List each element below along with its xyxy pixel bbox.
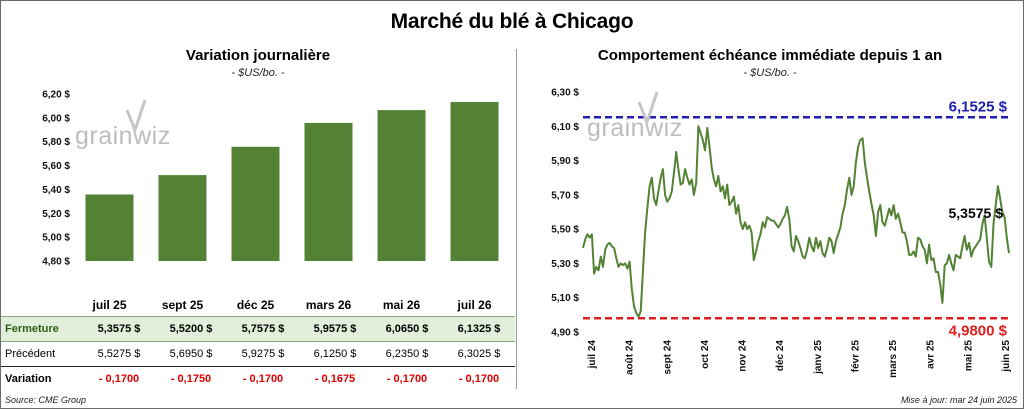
table-row-label: Variation [5, 373, 52, 385]
line-chart: 4,90 $ 5,10 $ 5,30 $ 5,50 $ 5,70 $ 5,90 $ 6,10… [551, 88, 1012, 378]
table-row: Précédent 5,5275 $5,6950 $5,9275 $6,1250 … [1, 341, 515, 367]
page-title: Marché du blé à Chicago [390, 10, 634, 33]
line-y-tick-label: 5,70 $ [551, 190, 579, 201]
bar-category-label: juil 26 [456, 298, 491, 312]
price-line [582, 125, 1010, 318]
table-cell: 6,1250 $ [299, 341, 371, 367]
price-table: Fermeture 5,3575 $5,5200 $5,7575 $5,9575 … [1, 316, 515, 391]
bar-category-label: juil 25 [91, 298, 126, 312]
table-cell: - 0,1700 [386, 373, 428, 385]
line-y-tick-label: 6,10 $ [551, 122, 579, 133]
table-cell: - 0,1700 [242, 373, 284, 385]
bar-chart-title: Variation journalière [185, 47, 331, 64]
line-y-tick-label: 5,30 $ [551, 259, 579, 270]
bar-chart: 4,80 $ 5,00 $ 5,20 $ 5,40 $ 5,60 $ 5,80 $ 6,00… [42, 90, 499, 312]
line-x-tick-label: janv 25 [813, 340, 824, 375]
table-cell: 5,5275 $ [83, 341, 155, 367]
table-cell: - 0,1675 [314, 373, 356, 385]
table-cell: 6,2350 $ [371, 341, 443, 367]
table-cell: 5,5200 $ [155, 316, 227, 342]
source-note: Source: CME Group [5, 395, 87, 405]
table-row-label: Fermeture [1, 316, 83, 342]
bar [85, 194, 134, 261]
bar-y-tick-label: 5,80 $ [42, 137, 70, 148]
line-x-tick-label: mai 25 [963, 340, 974, 372]
high-value-label: 6,1525 $ [949, 98, 1008, 115]
bar-y-tick-label: 5,00 $ [42, 233, 70, 244]
table-cell: - 0,1700 [98, 373, 140, 385]
bar-chart-unit: - $US/bo. - [231, 67, 285, 79]
line-y-tick-label: 4,90 $ [551, 328, 579, 339]
last-value-label: 5,3575 $ [949, 205, 1004, 221]
line-y-tick-label: 6,30 $ [551, 88, 579, 99]
bar-category-label: déc 25 [237, 298, 275, 312]
svg-text:grainwiz: grainwiz [75, 122, 171, 150]
panel-divider [516, 49, 517, 389]
line-y-tick-label: 5,50 $ [551, 225, 579, 236]
line-x-tick-label: juil 24 [587, 340, 598, 370]
table-cell: 5,3575 $ [83, 316, 155, 342]
bar-category-label: mai 26 [383, 298, 421, 312]
table-row: Fermeture 5,3575 $5,5200 $5,7575 $5,9575 … [1, 316, 515, 342]
line-x-tick-label: mars 25 [888, 340, 899, 378]
bar-y-tick-label: 6,20 $ [42, 90, 70, 101]
line-chart-watermark: grainwiz [587, 91, 683, 142]
line-x-tick-label: juin 25 [1001, 340, 1012, 373]
bar-chart-watermark: grainwiz [75, 99, 171, 150]
bar-y-tick-label: 5,60 $ [42, 161, 70, 172]
table-cell: 5,6950 $ [155, 341, 227, 367]
line-x-tick-label: sept 24 [662, 340, 673, 375]
table-row-label: Précédent [1, 341, 83, 367]
line-chart-unit: - $US/bo. - [743, 67, 797, 79]
line-y-tick-label: 5,90 $ [551, 156, 579, 167]
bar-category-label: sept 25 [162, 298, 204, 312]
table-cell: 5,9275 $ [227, 341, 299, 367]
line-x-tick-label: oct 24 [700, 340, 711, 369]
bar-y-tick-label: 6,00 $ [42, 113, 70, 124]
bar-y-tick-label: 5,40 $ [42, 185, 70, 196]
bar [231, 146, 280, 261]
table-cell: - 0,1750 [170, 373, 212, 385]
line-x-tick-label: avr 25 [926, 340, 937, 369]
table-cell: 5,7575 $ [227, 316, 299, 342]
bar [377, 110, 426, 261]
line-x-tick-label: nov 24 [738, 340, 749, 372]
line-chart-title: Comportement échéance immédiate depuis 1… [597, 47, 943, 64]
update-note: Mise à jour: mar 24 juin 2025 [900, 395, 1017, 405]
bar [304, 122, 353, 261]
line-x-tick-label: déc 24 [775, 340, 786, 372]
bar-y-tick-label: 4,80 $ [42, 257, 70, 268]
line-x-tick-label: févr 25 [850, 340, 861, 373]
line-y-tick-label: 5,10 $ [551, 293, 579, 304]
table-cell: 5,9575 $ [299, 316, 371, 342]
bar-y-tick-label: 5,20 $ [42, 209, 70, 220]
bar [450, 102, 499, 261]
line-x-tick-label: août 24 [625, 340, 636, 375]
table-cell: 6,0650 $ [371, 316, 443, 342]
table-cell: 6,1325 $ [443, 316, 515, 342]
bar-category-label: mars 26 [306, 298, 352, 312]
table-cell: 6,3025 $ [443, 341, 515, 367]
table-row: Variation - 0,1700 - 0,1750 - 0,1700 - 0,167… [1, 367, 515, 392]
svg-text:grainwiz: grainwiz [587, 114, 683, 142]
low-value-label: 4,9800 $ [949, 322, 1008, 339]
table-cell: - 0,1700 [458, 373, 500, 385]
bar [158, 175, 207, 261]
